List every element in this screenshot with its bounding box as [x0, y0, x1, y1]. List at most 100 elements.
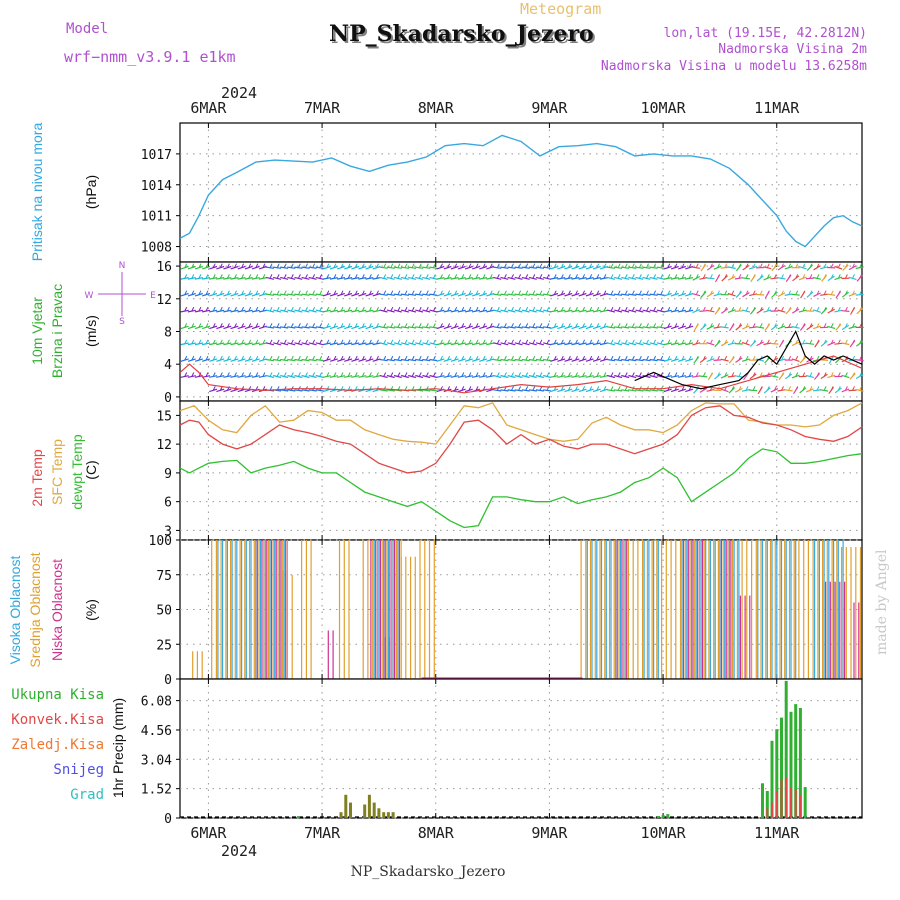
compass-w: W — [85, 291, 94, 301]
wind-barb-flag — [724, 339, 728, 345]
wind-barb-flag — [241, 323, 245, 328]
wind-barb-flag — [781, 263, 784, 268]
wind-barb-flag — [503, 274, 507, 279]
wind-barb — [557, 265, 566, 270]
wind-barb — [614, 266, 623, 269]
wind-barb-flag — [631, 355, 635, 361]
wind-barb-flag — [489, 306, 493, 312]
wind-barb-flag — [781, 372, 784, 377]
wind-barb — [777, 309, 786, 313]
y-tick-label: 6 — [164, 496, 172, 511]
wind-barb-flag — [823, 386, 827, 391]
wind-barb-flag — [440, 290, 443, 295]
wind-barb-flag — [191, 306, 195, 312]
wind-barb-flag — [212, 306, 216, 312]
wind-barb-flag — [646, 339, 649, 345]
wind-barb-flag — [738, 290, 742, 295]
wind-barb — [571, 292, 580, 297]
wind-barb-flag — [340, 306, 344, 312]
wind-barb — [450, 325, 459, 330]
wind-barb — [727, 266, 736, 270]
wind-barb-flag — [589, 372, 593, 377]
wind-barb-flag — [617, 386, 621, 391]
wind-barb-flag — [418, 355, 422, 361]
wind-barb-flag — [667, 274, 671, 279]
y-tick-label: 12 — [156, 438, 172, 453]
wind-barb-flag — [226, 274, 230, 279]
wind-barb-flag — [752, 263, 756, 268]
wind-barb-flag — [376, 274, 379, 279]
wind-barb-flag — [418, 372, 422, 377]
wind-barb-flag — [368, 274, 372, 279]
wind-barb — [742, 264, 750, 271]
precip-bar-total — [661, 815, 665, 818]
wind-barb — [557, 375, 566, 378]
wind-barb-flag — [596, 274, 600, 279]
wind-barb-flag — [503, 339, 507, 345]
wind-barb — [756, 326, 765, 329]
wind-barb-flag — [837, 386, 841, 391]
wind-barb-flag — [795, 306, 799, 312]
wind-barb-flag — [461, 290, 465, 295]
wind-barb-flag — [404, 323, 408, 328]
wind-barb — [216, 342, 225, 346]
wind-barb — [557, 325, 566, 330]
wind-barb-flag — [276, 372, 280, 377]
wind-barb-flag — [709, 306, 713, 312]
wind-barb-flag — [468, 290, 472, 295]
wind-barb-flag — [745, 323, 749, 328]
wind-barb — [436, 325, 445, 330]
wind-barb — [216, 358, 225, 362]
wind-barb-flag — [546, 290, 550, 295]
wind-barb-flag — [752, 274, 756, 279]
wind-barb-flag — [802, 323, 806, 328]
wind-barb-flag — [759, 339, 763, 345]
wind-barb — [265, 326, 274, 329]
wind-barb-flag — [681, 372, 685, 377]
wind-barb — [486, 388, 495, 393]
precip-bar-conv — [775, 791, 778, 818]
wind-barb-flag — [397, 372, 401, 377]
wind-barb-flag — [603, 386, 607, 391]
wind-barb — [209, 325, 218, 330]
wind-barb-flag — [816, 263, 820, 268]
precip-bar-conv — [766, 808, 769, 818]
wind-barb-flag — [709, 290, 713, 295]
wind-barb-flag — [709, 263, 713, 268]
precip-bar-total — [666, 814, 670, 818]
wind-barb-flag — [418, 274, 422, 279]
wind-barb-flag — [269, 339, 273, 345]
wind-barb — [209, 309, 218, 313]
wind-barb-flag — [184, 339, 188, 345]
wind-barb-flag — [404, 290, 408, 295]
wind-barb — [230, 375, 239, 378]
wind-barb-flag — [681, 386, 685, 391]
wind-barb-flag — [475, 339, 479, 345]
wind-barb-flag — [610, 323, 614, 328]
wind-barb-flag — [759, 290, 763, 295]
wind-barb-flag — [681, 339, 685, 345]
wind-barb — [237, 309, 246, 313]
wind-barb-flag — [511, 274, 514, 279]
wind-barb-flag — [631, 306, 635, 312]
wind-barb-flag — [283, 263, 287, 268]
precip-bar-total — [803, 787, 807, 818]
wind-barb — [415, 358, 424, 362]
wind-barb — [209, 342, 218, 346]
wind-barb-flag — [383, 355, 387, 361]
wind-barb-flag — [759, 323, 763, 328]
wind-barb-flag — [461, 355, 465, 361]
wind-barb — [735, 357, 743, 363]
wind-barb-flag — [575, 290, 578, 295]
wind-barb-flag — [816, 339, 820, 345]
wind-barb — [663, 325, 672, 330]
precip-bar-total — [367, 794, 371, 818]
y-tick-label: 1017 — [141, 148, 172, 163]
wind-barb — [855, 359, 864, 362]
wind-barb — [230, 325, 239, 330]
wind-barb-flag — [368, 306, 372, 312]
wind-barb-flag — [738, 274, 742, 279]
wind-barb-flag — [354, 263, 358, 268]
wind-barb-flag — [418, 339, 422, 345]
wind-barb-flag — [496, 339, 500, 345]
